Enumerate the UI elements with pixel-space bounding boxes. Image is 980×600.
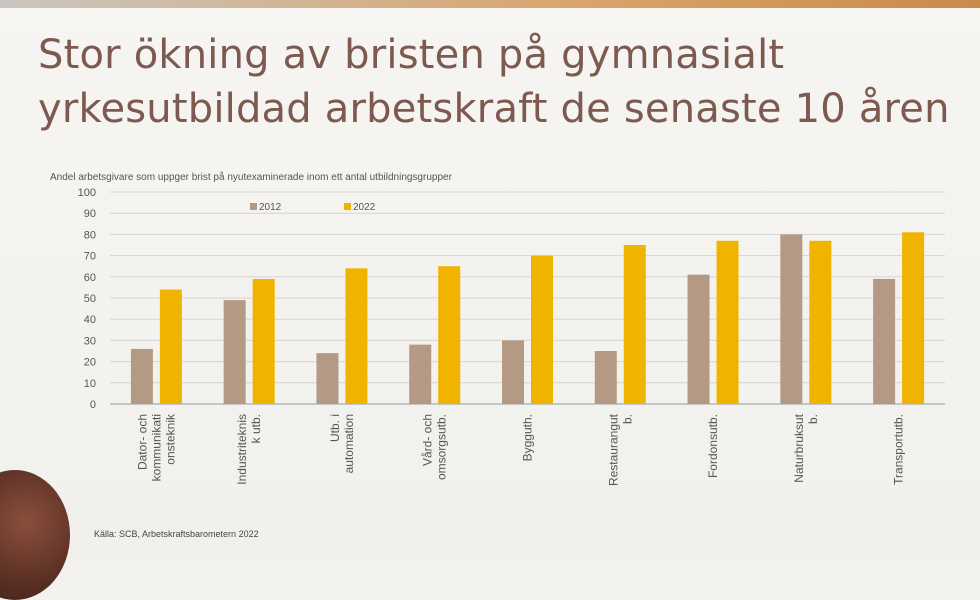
bar-2022 [531, 255, 553, 404]
y-tick-label: 60 [84, 272, 96, 284]
bar-2022 [809, 240, 832, 404]
x-tick-label-line: k utb. [249, 414, 263, 443]
x-tick-label-line: b. [806, 414, 820, 424]
y-tick-label: 40 [84, 314, 96, 326]
x-tick-label-line: Dator- och [135, 414, 149, 470]
y-tick-label: 80 [84, 229, 96, 241]
bar-2012 [316, 353, 339, 404]
source-note: Källa: SCB, Arbetskraftsbarometern 2022 [94, 529, 259, 539]
y-tick-label: 20 [84, 357, 96, 369]
x-tick-label-line: Fordonsutb. [706, 414, 720, 478]
bar-2022 [252, 278, 275, 404]
bar-2022 [438, 266, 461, 404]
top-strip [0, 0, 980, 10]
y-tick-label: 30 [84, 335, 96, 347]
bar-chart: 0 10 20 30 40 50 60 70 80 90 100 2012 2022 Dator- och… [78, 187, 945, 486]
bar-2022 [345, 268, 368, 404]
x-tick-label-line: Vård- och [421, 414, 435, 466]
legend-swatch [344, 203, 351, 210]
x-tick-label-line: Utb. i [328, 414, 342, 442]
x-tick-label-line: automation [342, 414, 356, 473]
bar-2022 [902, 232, 925, 404]
y-tick-label: 90 [84, 208, 96, 220]
legend-label: 2022 [353, 202, 376, 213]
x-tick-label-line: Industriteknis [235, 414, 249, 485]
x-tick-label-line: Transportutb. [892, 414, 906, 485]
x-tick-label-line: Restaurangut [606, 413, 620, 486]
legend-label: 2012 [259, 202, 282, 213]
bar-2012 [594, 351, 617, 404]
bar-2012 [502, 340, 524, 404]
bar-2012 [687, 274, 710, 404]
legend-swatch [250, 203, 257, 210]
x-tick-label-line: b. [620, 414, 634, 424]
y-tick-label: 10 [84, 378, 96, 390]
x-tick-label-line: omsorgsutb. [435, 414, 449, 480]
x-tick-label-line: Naturbruksut [792, 413, 806, 482]
bar-2022 [716, 240, 739, 404]
bar-2022 [623, 245, 646, 404]
x-tick-label-line: kommunikati [149, 414, 163, 481]
bar-2012 [130, 348, 153, 404]
bar-2022 [159, 289, 182, 404]
slide-title-line-1: Stor ökning av bristen på gymnasialt [38, 32, 785, 78]
slide-title: Stor ökning av bristen på gymnasialt yrk… [38, 28, 958, 136]
bar-2012 [409, 344, 432, 404]
bar-2012 [223, 300, 246, 404]
bar-2012 [780, 234, 803, 404]
x-tick-label-line: onsteknik [163, 413, 177, 465]
bar-2012 [873, 278, 896, 404]
chart-title: Andel arbetsgivare som uppger brist på n… [50, 172, 452, 183]
slide-title-line-2: yrkesutbildad arbetskraft de senaste 10 … [38, 86, 950, 132]
y-tick-label: 50 [84, 293, 96, 305]
y-tick-label: 100 [78, 187, 96, 199]
y-tick-label: 70 [84, 251, 96, 263]
y-tick-label: 0 [90, 399, 96, 411]
x-tick-label-line: Bygguth. [521, 414, 535, 461]
